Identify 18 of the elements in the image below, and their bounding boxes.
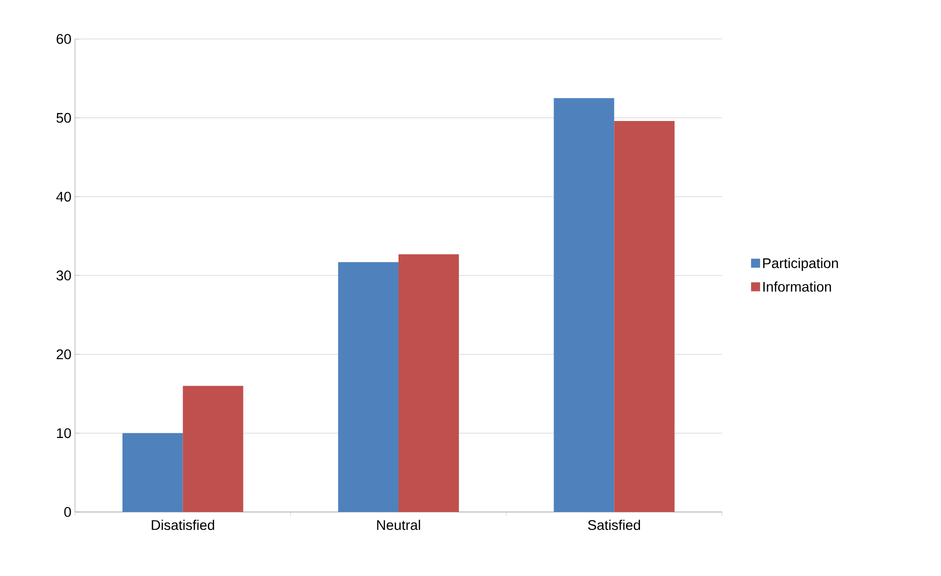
y-tick-label: 10 <box>57 428 71 438</box>
y-tick-label: 30 <box>56 270 71 280</box>
y-tick-label: 20 <box>56 349 71 360</box>
bar <box>554 98 614 512</box>
x-tick-label: Satisfied <box>588 520 640 530</box>
y-tick-label: 40 <box>56 192 71 202</box>
bar <box>338 262 399 512</box>
legend-label: Information <box>763 281 831 292</box>
legend-label: Participation <box>763 258 838 271</box>
x-tick-label: Disatisfied <box>152 520 214 530</box>
bar <box>182 386 244 512</box>
y-tick-label: 0 <box>64 507 71 517</box>
y-tick-label: 60 <box>56 34 71 44</box>
y-tick-label: 50 <box>56 112 71 123</box>
x-tick-label: Neutral <box>377 520 420 530</box>
bar <box>614 120 675 512</box>
bar <box>122 433 183 512</box>
bar <box>398 254 459 512</box>
